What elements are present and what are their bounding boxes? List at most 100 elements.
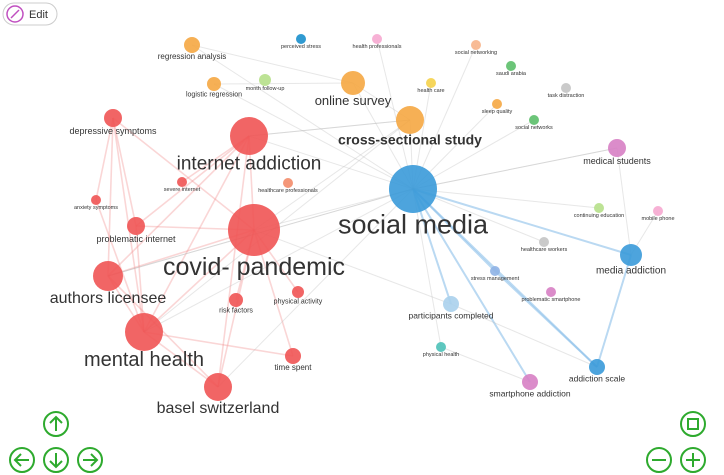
fit-view-icon[interactable]	[687, 418, 699, 430]
node	[127, 217, 145, 235]
node-label: medical students	[583, 156, 651, 166]
nav-right[interactable]	[77, 447, 103, 473]
node	[506, 61, 516, 71]
nav-down[interactable]	[43, 447, 69, 473]
nav-left[interactable]	[9, 447, 35, 473]
nav-down-circle[interactable]	[43, 447, 69, 473]
edit-icon[interactable]	[6, 5, 24, 23]
zoom-in[interactable]	[680, 447, 706, 473]
edge	[412, 44, 477, 190]
nav-right-arrow[interactable]	[83, 453, 99, 467]
node	[492, 99, 502, 109]
edge	[191, 44, 354, 84]
nav-left-arrow[interactable]	[13, 453, 29, 467]
node	[207, 77, 221, 91]
node-label: online survey	[315, 93, 392, 108]
node-label: physical health	[423, 352, 459, 358]
edge	[412, 147, 618, 190]
node-label: problematic internet	[96, 234, 176, 244]
nav-down-arrow[interactable]	[49, 453, 63, 469]
node	[389, 165, 437, 213]
node	[608, 139, 626, 157]
node	[539, 237, 549, 247]
nodes: regression analysis perceived stress healt…	[50, 34, 675, 417]
node-label: problematic smartphone	[521, 297, 580, 303]
edge	[616, 147, 632, 256]
nav-right-circle[interactable]	[77, 447, 103, 473]
node-label: social media	[338, 209, 489, 239]
edge	[143, 135, 250, 333]
node-label: smartphone addiction	[489, 388, 571, 398]
edge	[253, 119, 411, 231]
node	[104, 109, 122, 127]
node	[93, 261, 123, 291]
node-label: sleep quality	[482, 109, 513, 115]
fit-view[interactable]	[680, 411, 706, 437]
node	[296, 34, 306, 44]
zoom-out[interactable]	[646, 447, 672, 473]
node	[184, 37, 200, 53]
edit-button-frame[interactable]	[2, 2, 58, 26]
node	[177, 177, 187, 187]
node	[443, 296, 459, 312]
fit-view-circle[interactable]	[680, 411, 706, 437]
edge	[596, 254, 632, 368]
node	[546, 287, 556, 297]
node-label: health care	[417, 88, 444, 94]
nav-up[interactable]	[43, 411, 69, 437]
edge	[112, 117, 255, 231]
node	[620, 244, 642, 266]
node-label: social networking	[455, 50, 497, 56]
nav-up-arrow[interactable]	[49, 415, 63, 431]
node	[292, 286, 304, 298]
edge	[412, 188, 442, 348]
edge	[412, 188, 600, 209]
edit-icon-pen[interactable]	[10, 9, 20, 19]
edge	[143, 188, 414, 333]
edge	[217, 135, 250, 388]
edge	[143, 331, 294, 357]
node-label: addiction scale	[569, 373, 626, 383]
nav-up-circle[interactable]	[43, 411, 69, 437]
edge	[107, 117, 114, 277]
edge	[213, 82, 354, 85]
edge	[107, 275, 219, 388]
node	[228, 204, 280, 256]
node-label: social networks	[515, 125, 553, 131]
edge	[217, 229, 255, 388]
node-label: risk factors	[219, 307, 253, 314]
edit-label[interactable]: Edit	[29, 9, 48, 21]
node-label: regression analysis	[158, 52, 226, 61]
node	[653, 206, 663, 216]
node-label: media addiction	[596, 266, 666, 277]
node-label: healthcare professionals	[258, 188, 318, 194]
node-label: internet addiction	[177, 153, 322, 174]
node	[436, 342, 446, 352]
edge	[248, 119, 411, 137]
node	[259, 74, 271, 86]
edge	[412, 188, 632, 256]
node-label: health professionals	[353, 44, 402, 50]
node	[125, 313, 163, 351]
edge	[440, 346, 531, 383]
edge	[248, 135, 414, 190]
zoom-in-circle[interactable]	[680, 447, 706, 473]
zoom-out-circle[interactable]	[646, 447, 672, 473]
node	[229, 293, 243, 307]
node-label: continuing education	[574, 213, 624, 219]
edge	[450, 303, 598, 368]
node-label: stress management	[471, 276, 520, 282]
node-label: month follow-up	[246, 86, 285, 92]
edit-button[interactable]: Edit	[2, 2, 58, 26]
edge	[95, 199, 145, 333]
node	[285, 348, 301, 364]
node-label: severe internet	[164, 187, 201, 193]
node	[522, 374, 538, 390]
node-label: task distraction	[548, 93, 585, 99]
node-label: participants completed	[408, 310, 493, 320]
node	[471, 40, 481, 50]
zoom-in-icon[interactable]	[686, 453, 700, 467]
edge	[494, 270, 598, 368]
node-label: mobile phone	[641, 216, 674, 222]
nav-left-circle[interactable]	[9, 447, 35, 473]
